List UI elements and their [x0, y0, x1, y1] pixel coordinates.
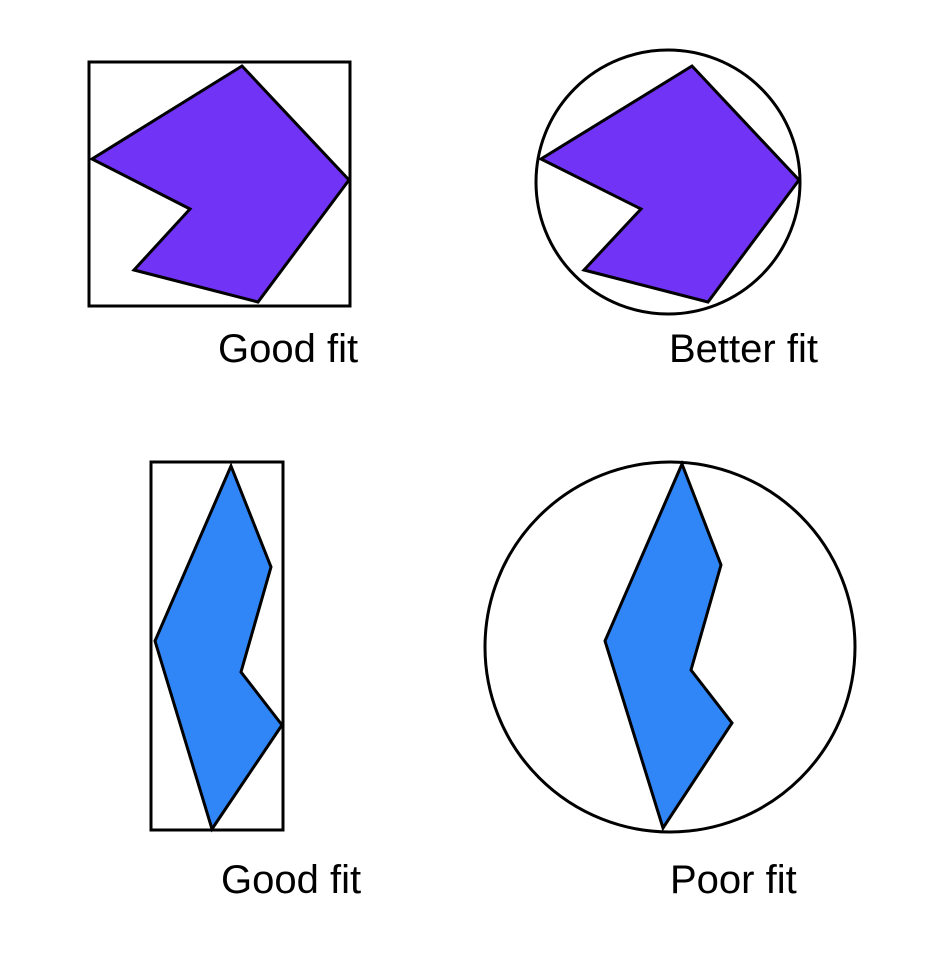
- bounding-circle: [483, 460, 857, 834]
- purple-polygon: [537, 64, 801, 304]
- bounding-circle: [534, 48, 802, 316]
- blue-polygon: [153, 462, 284, 833]
- bounding-rectangle: [87, 60, 352, 308]
- caption-good-fit-top: Good fit: [218, 327, 359, 371]
- panel-top-right: [534, 48, 802, 316]
- panel-top-left: [87, 60, 352, 308]
- purple-polygon: [88, 64, 351, 304]
- caption-better-fit: Better fit: [669, 327, 818, 371]
- caption-good-fit-bottom: Good fit: [221, 858, 362, 902]
- caption-poor-fit: Poor fit: [670, 858, 797, 902]
- blue-polygon: [603, 460, 734, 832]
- panel-bottom-left: [149, 460, 285, 833]
- panel-bottom-right: [483, 460, 857, 834]
- bounding-rectangle: [149, 460, 285, 832]
